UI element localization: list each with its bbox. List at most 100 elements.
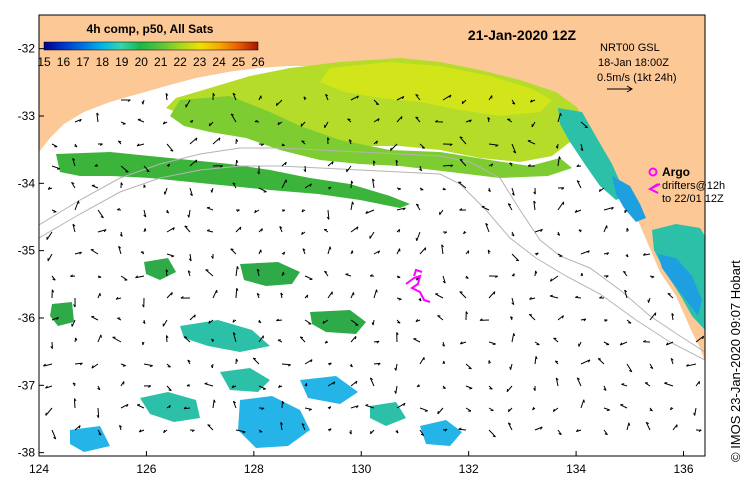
current-vector <box>143 228 147 233</box>
current-vector <box>166 163 171 167</box>
colorbar-tick-label: 21 <box>154 55 168 69</box>
credit-text: © IMOS 23-Jan-2020 09:07 Hobart <box>728 260 743 462</box>
current-vector <box>162 121 168 125</box>
current-vector <box>210 187 214 193</box>
current-vector <box>97 209 104 219</box>
current-vector <box>441 244 444 255</box>
current-vector <box>97 143 103 146</box>
current-vector <box>488 360 491 364</box>
current-vector <box>509 162 513 167</box>
current-vector <box>488 95 493 101</box>
current-vector <box>94 164 98 167</box>
current-vector <box>603 429 608 436</box>
current-vector <box>649 363 654 370</box>
current-vector <box>235 358 239 365</box>
current-vector <box>324 270 329 277</box>
current-vector <box>415 231 421 241</box>
current-vector <box>488 291 496 299</box>
current-vector <box>580 272 584 277</box>
colorbar-tick-label: 20 <box>135 55 149 69</box>
current-vector <box>465 119 472 123</box>
current-vector <box>415 94 421 101</box>
current-vector <box>390 143 398 151</box>
current-vector <box>324 121 329 129</box>
current-vector <box>419 429 425 436</box>
current-vector <box>373 289 378 299</box>
current-vector <box>534 426 543 431</box>
current-vector <box>442 360 446 365</box>
current-vector <box>603 385 607 391</box>
current-vector <box>415 203 421 211</box>
current-vector <box>280 292 284 299</box>
current-vector <box>281 400 285 409</box>
drifter-label-line2: to 22/01 12Z <box>662 193 724 205</box>
lon-tick-label: 130 <box>351 462 371 476</box>
current-vector <box>74 425 81 431</box>
colorbar-tick-label: 25 <box>232 55 246 69</box>
bathymetry-contour <box>39 147 705 353</box>
current-vector <box>187 209 191 218</box>
current-vector <box>533 200 536 211</box>
current-vector <box>645 421 651 431</box>
current-vector <box>534 356 538 365</box>
current-vector <box>621 383 628 387</box>
current-vector <box>115 296 122 300</box>
current-vector <box>47 253 53 262</box>
current-vector <box>506 385 513 393</box>
current-vector <box>166 227 175 233</box>
sst-patch <box>310 310 366 334</box>
current-vector <box>327 137 330 145</box>
current-vector <box>395 159 399 167</box>
current-vector <box>258 143 264 147</box>
current-vector <box>232 332 237 343</box>
current-vector <box>120 363 126 367</box>
current-vector <box>413 338 421 343</box>
current-vector <box>235 226 242 233</box>
current-vector <box>232 92 237 101</box>
current-vector <box>301 423 306 431</box>
current-vector <box>442 164 454 168</box>
current-vector <box>603 206 614 211</box>
current-vector <box>136 143 145 147</box>
current-vector <box>322 319 329 324</box>
current-vector <box>235 429 246 434</box>
current-vector <box>118 245 122 255</box>
current-vector <box>97 275 102 279</box>
current-vector <box>349 363 353 368</box>
current-vector <box>511 297 515 306</box>
sst-patch <box>220 368 270 392</box>
current-vector <box>670 358 674 365</box>
current-vector <box>557 187 565 190</box>
current-vector <box>304 407 312 411</box>
current-vector <box>458 427 467 431</box>
current-vector <box>143 209 147 218</box>
current-vector <box>235 138 239 145</box>
current-vector <box>299 336 306 343</box>
current-vector <box>441 341 445 347</box>
current-vector <box>211 254 214 259</box>
current-vector <box>304 275 313 281</box>
current-vector <box>300 121 306 127</box>
current-vector <box>394 385 398 394</box>
current-vector <box>91 315 99 321</box>
current-vector <box>532 407 536 411</box>
current-vector <box>396 248 401 255</box>
current-vector <box>507 203 513 211</box>
current-vector <box>488 385 493 390</box>
current-vector <box>624 289 628 299</box>
current-vector <box>163 429 168 434</box>
current-vector <box>511 231 515 237</box>
current-vector <box>511 143 517 154</box>
colorbar-tick-label: 26 <box>251 55 265 69</box>
current-vector <box>302 248 306 255</box>
current-vector <box>165 209 170 214</box>
current-vector <box>686 363 697 367</box>
current-vector <box>507 407 513 413</box>
current-vector <box>649 407 653 412</box>
current-vector <box>327 161 334 167</box>
current-vector <box>373 160 376 167</box>
current-vector <box>695 429 702 433</box>
current-vector <box>557 231 561 236</box>
current-vector <box>235 266 239 277</box>
current-vector <box>327 362 332 366</box>
